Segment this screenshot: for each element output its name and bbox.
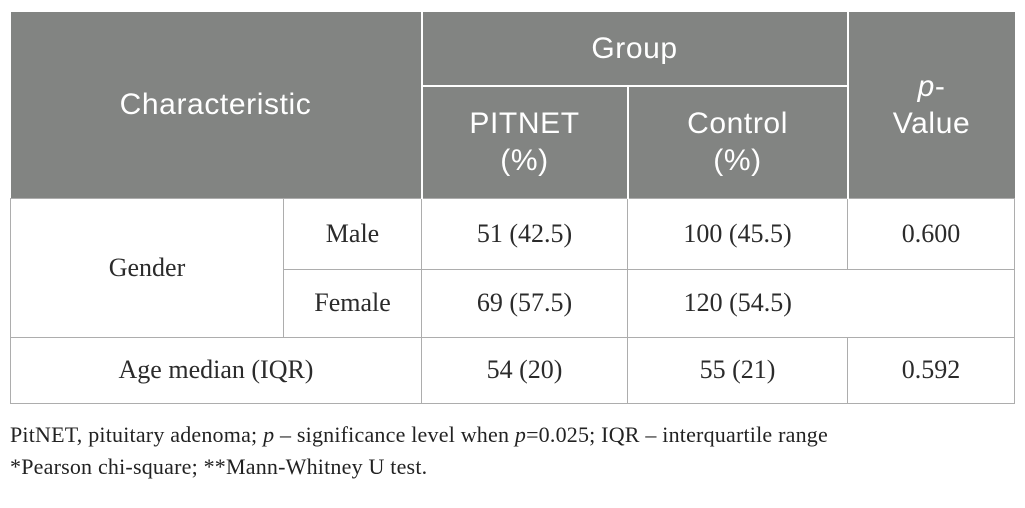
p-value-word: Value (892, 106, 971, 140)
footnote-p-italic: p (263, 421, 275, 447)
col-header-characteristic: Characteristic (10, 12, 423, 198)
table-header: Characteristic Group p- Value PITNET (%) … (10, 12, 1015, 198)
table-footnote: PitNET, pituitary adenoma; p – significa… (10, 419, 1015, 483)
col-header-group: Group (420, 12, 849, 87)
table-row-gender-female: Female 69 (57.5) 120 (54.5) (11, 268, 1016, 338)
footnote-line-2: *Pearson chi-square; **Mann-Whitney U te… (10, 453, 428, 479)
footnote-segment: PitNET, pituitary adenoma; (10, 421, 264, 447)
col-header-control: Control (%) (626, 85, 849, 198)
cell-female-pitnet: 69 (57.5) (421, 268, 629, 338)
footnote-segment: =0.025; IQR – interquartile range (526, 421, 828, 447)
row-label-gender: Gender (10, 197, 284, 338)
footnote-line-1: PitNET, pituitary adenoma; p – significa… (10, 419, 1015, 451)
cell-age-control: 55 (21) (627, 336, 849, 404)
table-row-gender-male: Gender Male 51 (42.5) 100 (45.5) 0.600 (10, 197, 1016, 338)
characteristics-table: Characteristic Group p- Value PITNET (%) … (9, 12, 1016, 404)
cell-male-control: 100 (45.5) (627, 197, 849, 270)
cell-male-p-value: 0.600 (847, 197, 1016, 270)
row-label-age: Age median (IQR) (9, 336, 423, 404)
header-row-top: Characteristic Group p- Value (10, 12, 1015, 198)
cell-male-label: Male (282, 197, 423, 270)
cell-male-pitnet: 51 (42.5) (421, 197, 629, 270)
cell-female-p-value (847, 268, 1016, 338)
table-row-age: Age median (IQR) 54 (20) 55 (21) 0.592 (9, 336, 1016, 404)
p-value-p-italic: p (917, 69, 935, 103)
footnote-segment: – significance level when (274, 421, 515, 447)
header-row-sub: PITNET (%) Control (%) (11, 85, 1015, 198)
footnote-p-italic: p (514, 421, 527, 447)
paper-table-figure: Characteristic Group p- Value PITNET (%) … (0, 12, 1025, 508)
table-body: Gender Male 51 (42.5) 100 (45.5) 0.600 F… (9, 197, 1016, 404)
cell-female-control: 120 (54.5) (627, 268, 848, 338)
cell-female-label: Female (282, 268, 423, 338)
col-header-pitnet: PITNET (%) (420, 85, 629, 198)
cell-age-p-value: 0.592 (847, 336, 1016, 404)
p-value-hyphen: - (934, 69, 946, 103)
col-header-p-value: p- Value (846, 12, 1015, 198)
cell-age-pitnet: 54 (20) (421, 336, 629, 404)
